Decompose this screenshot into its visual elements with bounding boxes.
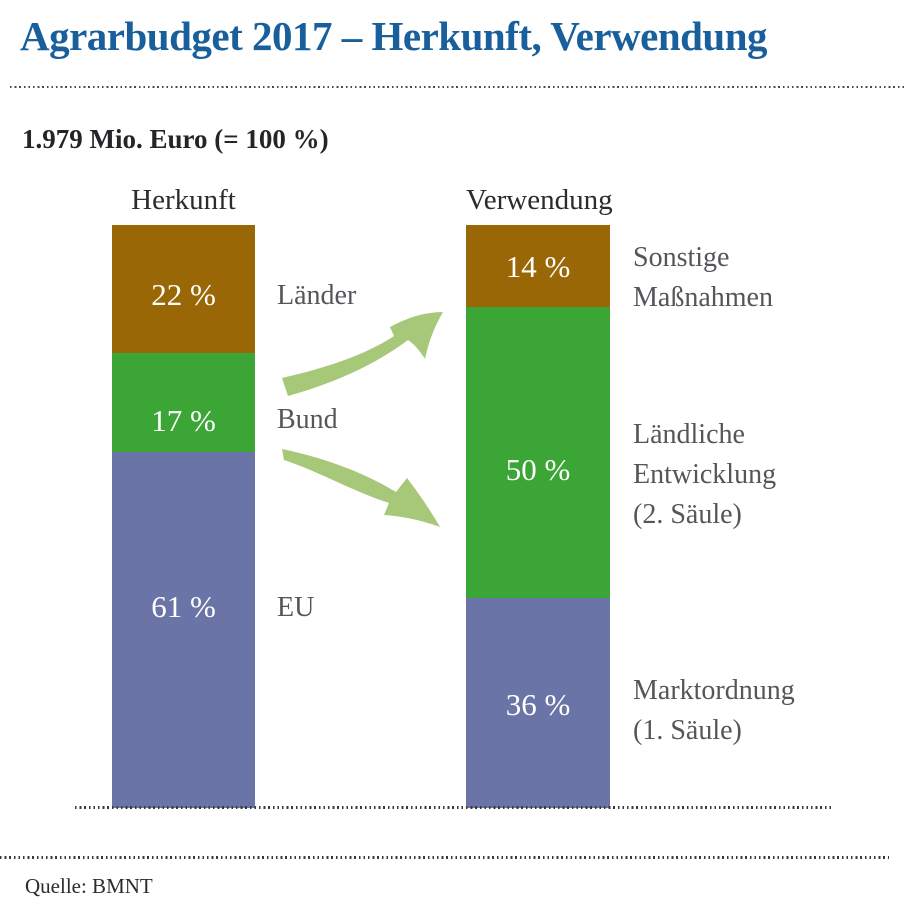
dotted-divider-top	[10, 86, 907, 88]
label-line: (1. Säule)	[633, 715, 742, 746]
bar-segment-marktordnung	[466, 598, 610, 808]
label-line: (2. Säule)	[633, 499, 742, 530]
value-label-bund: 17 %	[151, 403, 216, 438]
segment-label-sonstige-massnahmen: Sonstige Maßnahmen	[633, 238, 773, 318]
bar-segment-laender	[112, 225, 255, 354]
column-header-herkunft: Herkunft	[131, 184, 236, 216]
up-arrow-icon	[282, 312, 443, 396]
segment-label-laendliche-entwicklung: Ländliche Entwicklung (2. Säule)	[633, 415, 776, 535]
column-header-verwendung: Verwendung	[466, 184, 613, 216]
label-line: Marktordnung	[633, 675, 795, 706]
label-line: Entwicklung	[633, 459, 777, 490]
bar-segment-bund	[112, 353, 255, 453]
value-label-sonstige-massnahmen: 14 %	[505, 249, 571, 284]
stacked-bar-verwendung: 14 % 50 % 36 %	[466, 225, 610, 808]
segment-label-eu: EU	[277, 592, 315, 623]
segment-label-laender: Länder	[277, 280, 357, 311]
bar-segment-eu	[112, 452, 255, 808]
segment-label-marktordnung: Marktordnung (1. Säule)	[633, 671, 795, 751]
bar-segment-laendliche-entwicklung	[466, 306, 610, 599]
segment-label-bund: Bund	[277, 404, 338, 435]
total-budget-label: 1.979 Mio. Euro (= 100 %)	[22, 124, 329, 154]
dotted-baseline	[75, 806, 833, 809]
value-label-eu: 61 %	[151, 589, 216, 624]
value-label-laendliche-entwicklung: 50 %	[505, 452, 571, 487]
label-line: Maßnahmen	[633, 282, 773, 313]
source-note: Quelle: BMNT	[25, 874, 153, 898]
label-line: Sonstige	[633, 242, 730, 273]
bar-segment-sonstige-massnahmen	[466, 225, 610, 307]
stacked-bar-herkunft: 22 % 17 % 61 %	[112, 225, 255, 808]
down-arrow-icon	[282, 449, 440, 527]
dotted-divider-bottom	[0, 856, 889, 859]
value-label-laender: 22 %	[151, 277, 216, 312]
label-line: Ländliche	[633, 419, 745, 450]
page-title: Agrarbudget 2017 – Herkunft, Verwendung	[20, 13, 768, 59]
value-label-marktordnung: 36 %	[505, 687, 571, 722]
